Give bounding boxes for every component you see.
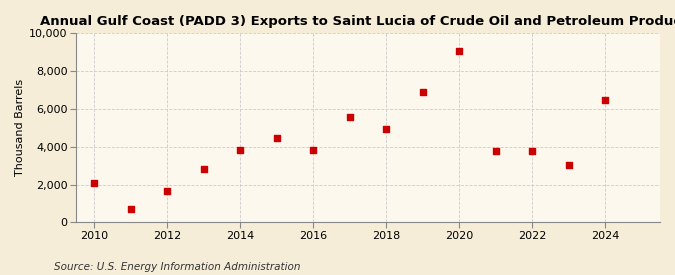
Point: [271, 136, 282, 141]
Point: [527, 148, 538, 153]
Point: [235, 147, 246, 152]
Point: [126, 207, 136, 211]
Y-axis label: Thousand Barrels: Thousand Barrels: [15, 79, 25, 177]
Text: Source: U.S. Energy Information Administration: Source: U.S. Energy Information Administ…: [54, 262, 300, 272]
Point: [454, 49, 464, 54]
Point: [198, 167, 209, 172]
Point: [89, 180, 100, 185]
Point: [490, 148, 501, 153]
Point: [344, 114, 355, 119]
Point: [600, 98, 611, 103]
Point: [162, 189, 173, 193]
Title: Annual Gulf Coast (PADD 3) Exports to Saint Lucia of Crude Oil and Petroleum Pro: Annual Gulf Coast (PADD 3) Exports to Sa…: [40, 15, 675, 28]
Point: [564, 163, 574, 167]
Point: [308, 147, 319, 152]
Point: [417, 90, 428, 94]
Point: [381, 126, 392, 131]
